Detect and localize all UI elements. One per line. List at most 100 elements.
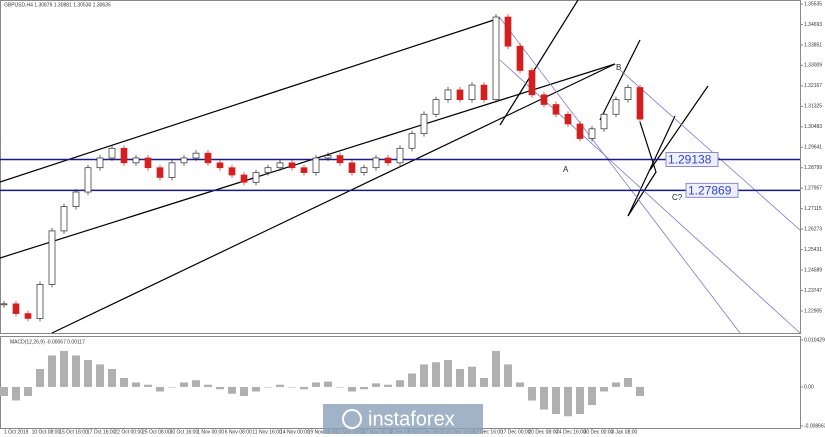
wave-label: B bbox=[616, 63, 621, 72]
candle bbox=[516, 45, 524, 71]
y-tick-label: 1.24589 bbox=[804, 267, 822, 273]
y-tick-label: 1.27115 bbox=[804, 206, 822, 212]
x-tick-label: 11 Nov 16:00 bbox=[252, 429, 282, 435]
macd-bar bbox=[0, 386, 8, 396]
candle bbox=[168, 162, 176, 178]
candle bbox=[636, 87, 644, 120]
main-frame bbox=[0, 0, 801, 334]
macd-bar bbox=[264, 386, 272, 388]
candle bbox=[396, 147, 404, 164]
candle bbox=[384, 157, 392, 164]
macd-tick-label: -0.008663 bbox=[804, 423, 825, 429]
macd-bar bbox=[228, 386, 236, 394]
macd-bar bbox=[36, 368, 44, 387]
macd-bar bbox=[240, 386, 248, 396]
macd-bar bbox=[384, 384, 392, 387]
y-tick-label: 1.33851 bbox=[804, 42, 822, 48]
macd-bar bbox=[348, 386, 356, 392]
macd-bar bbox=[408, 373, 416, 387]
macd-bar bbox=[300, 386, 308, 390]
x-tick-label: 15 Oct 16:00 bbox=[59, 429, 88, 435]
candle bbox=[60, 206, 68, 232]
watermark: instaforex bbox=[368, 408, 455, 430]
candle bbox=[360, 167, 368, 173]
candle bbox=[180, 157, 188, 164]
x-tick-label: 17 Dec 00:00 bbox=[501, 429, 531, 435]
macd-bar bbox=[168, 386, 176, 388]
wave-label: C? bbox=[672, 193, 683, 202]
x-tick-label: 22 Oct 00:00 bbox=[114, 429, 143, 435]
candle bbox=[600, 113, 608, 130]
macd-bar bbox=[48, 355, 56, 387]
macd-bar bbox=[324, 381, 332, 387]
x-tick-label: 25 Oct 08:00 bbox=[142, 429, 171, 435]
macd-bar bbox=[528, 386, 536, 401]
x-tick-label: 14 Nov 00:00 bbox=[280, 429, 310, 435]
candle bbox=[372, 157, 380, 169]
y-tick-label: 1.25431 bbox=[804, 247, 822, 253]
macd-tick-label: 0.010429 bbox=[804, 337, 825, 343]
y-tick-label: 1.26273 bbox=[804, 226, 822, 232]
macd-bar bbox=[552, 386, 560, 415]
macd-bar bbox=[276, 384, 284, 387]
macd-bar bbox=[468, 366, 476, 387]
candle bbox=[120, 147, 128, 164]
y-tick-label: 1.28799 bbox=[804, 165, 822, 171]
header: GBPUSD,H4 1.30879 1.30881 1.30530 1.3063… bbox=[4, 2, 111, 8]
x-tick-label: 30 Oct 16:00 bbox=[170, 429, 199, 435]
wave-label: A bbox=[563, 165, 569, 174]
candle bbox=[432, 99, 440, 115]
macd-bar bbox=[360, 386, 368, 390]
macd-title: MACD(12,26,9) -0.00067 0.00117 bbox=[10, 339, 85, 345]
watermark-box bbox=[323, 404, 483, 434]
macd-bar bbox=[156, 386, 164, 392]
macd-bar bbox=[432, 362, 440, 387]
macd-bar bbox=[288, 386, 296, 388]
macd-bar bbox=[504, 364, 512, 387]
y-tick-label: 1.27957 bbox=[804, 186, 822, 192]
candle bbox=[420, 113, 428, 135]
macd-bar bbox=[588, 386, 596, 405]
candle bbox=[300, 167, 308, 173]
candle bbox=[72, 191, 80, 207]
x-tick-label: 17 Oct 16:00 bbox=[87, 429, 116, 435]
candle bbox=[24, 313, 32, 319]
x-tick-label: 20 Dec 08:00 bbox=[528, 429, 558, 435]
macd-bar bbox=[312, 382, 320, 387]
x-tick-label: 1 Nov 00:00 bbox=[197, 429, 224, 435]
macd-bar bbox=[252, 386, 260, 392]
macd-bar bbox=[564, 386, 572, 417]
macd-bar bbox=[480, 377, 488, 387]
x-tick-label: 30 Dec 00:00 bbox=[584, 429, 614, 435]
candle bbox=[48, 230, 56, 285]
macd-bar bbox=[60, 350, 68, 387]
candle bbox=[192, 152, 200, 159]
candle bbox=[288, 162, 296, 169]
candle bbox=[324, 155, 332, 159]
y-tick-label: 1.30483 bbox=[804, 124, 822, 130]
candle bbox=[492, 16, 500, 101]
macd-bar bbox=[372, 383, 380, 387]
macd-bar bbox=[72, 355, 80, 387]
candle bbox=[144, 157, 152, 169]
candle bbox=[444, 89, 452, 101]
x-tick-label: 12 Dec 16:00 bbox=[473, 429, 503, 435]
candle bbox=[540, 94, 548, 105]
macd-tick-label: 0.00 bbox=[804, 384, 814, 390]
candle bbox=[312, 157, 320, 173]
candle bbox=[216, 162, 224, 169]
candle bbox=[108, 147, 116, 159]
candle bbox=[264, 167, 272, 173]
macd-bar bbox=[120, 377, 128, 387]
candle bbox=[96, 157, 104, 169]
x-tick-label: 19 Nov 08:00 bbox=[308, 429, 338, 435]
macd-bar bbox=[336, 386, 344, 388]
candle bbox=[552, 104, 560, 115]
candle bbox=[36, 284, 44, 319]
candle bbox=[576, 123, 584, 139]
candle bbox=[348, 162, 356, 173]
x-tick-label: 24 Dec 16:00 bbox=[556, 429, 586, 435]
x-tick-label: 1 Oct 2019 bbox=[4, 429, 29, 435]
macd-bar bbox=[396, 380, 404, 387]
